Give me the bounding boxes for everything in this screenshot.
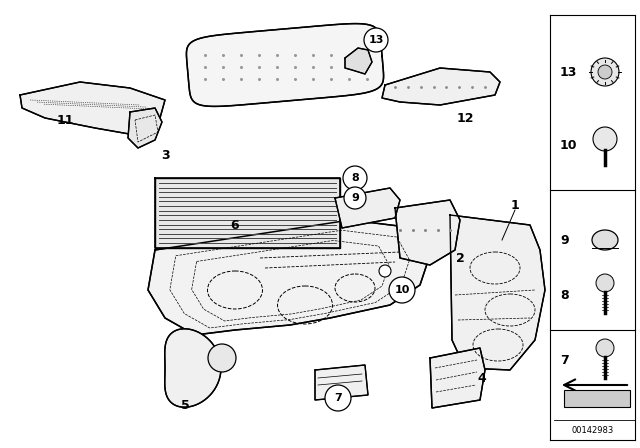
Polygon shape <box>315 365 368 400</box>
Polygon shape <box>128 108 162 148</box>
Polygon shape <box>155 178 340 248</box>
Polygon shape <box>450 215 545 370</box>
Text: 8: 8 <box>560 289 568 302</box>
Polygon shape <box>164 329 221 407</box>
Text: 11: 11 <box>56 113 74 126</box>
Polygon shape <box>345 48 372 74</box>
Text: 12: 12 <box>456 112 474 125</box>
Text: 1: 1 <box>511 198 520 211</box>
Circle shape <box>593 127 617 151</box>
Text: 10: 10 <box>394 285 410 295</box>
Text: 00142983: 00142983 <box>572 426 614 435</box>
Polygon shape <box>430 348 485 408</box>
Circle shape <box>596 274 614 292</box>
Text: 4: 4 <box>477 371 486 384</box>
Circle shape <box>596 339 614 357</box>
Circle shape <box>389 277 415 303</box>
Text: 9: 9 <box>560 233 568 246</box>
Polygon shape <box>148 220 430 335</box>
Polygon shape <box>395 200 460 265</box>
Text: 13: 13 <box>560 65 577 78</box>
Circle shape <box>598 65 612 79</box>
Text: 6: 6 <box>230 219 239 232</box>
Text: 3: 3 <box>161 148 170 161</box>
Text: 5: 5 <box>180 399 189 412</box>
Text: 9: 9 <box>351 193 359 203</box>
Ellipse shape <box>592 230 618 250</box>
Text: 7: 7 <box>334 393 342 403</box>
Circle shape <box>343 166 367 190</box>
Polygon shape <box>20 82 165 135</box>
Polygon shape <box>564 390 630 407</box>
Circle shape <box>364 28 388 52</box>
Text: 13: 13 <box>368 35 384 45</box>
Circle shape <box>325 385 351 411</box>
Polygon shape <box>382 68 500 105</box>
Circle shape <box>379 265 391 277</box>
Text: 10: 10 <box>560 138 577 151</box>
Text: 8: 8 <box>351 173 359 183</box>
Circle shape <box>591 58 619 86</box>
Text: 7: 7 <box>560 353 569 366</box>
Circle shape <box>208 344 236 372</box>
Circle shape <box>344 187 366 209</box>
Polygon shape <box>335 188 400 228</box>
Text: 2: 2 <box>456 251 465 264</box>
Polygon shape <box>186 24 383 106</box>
